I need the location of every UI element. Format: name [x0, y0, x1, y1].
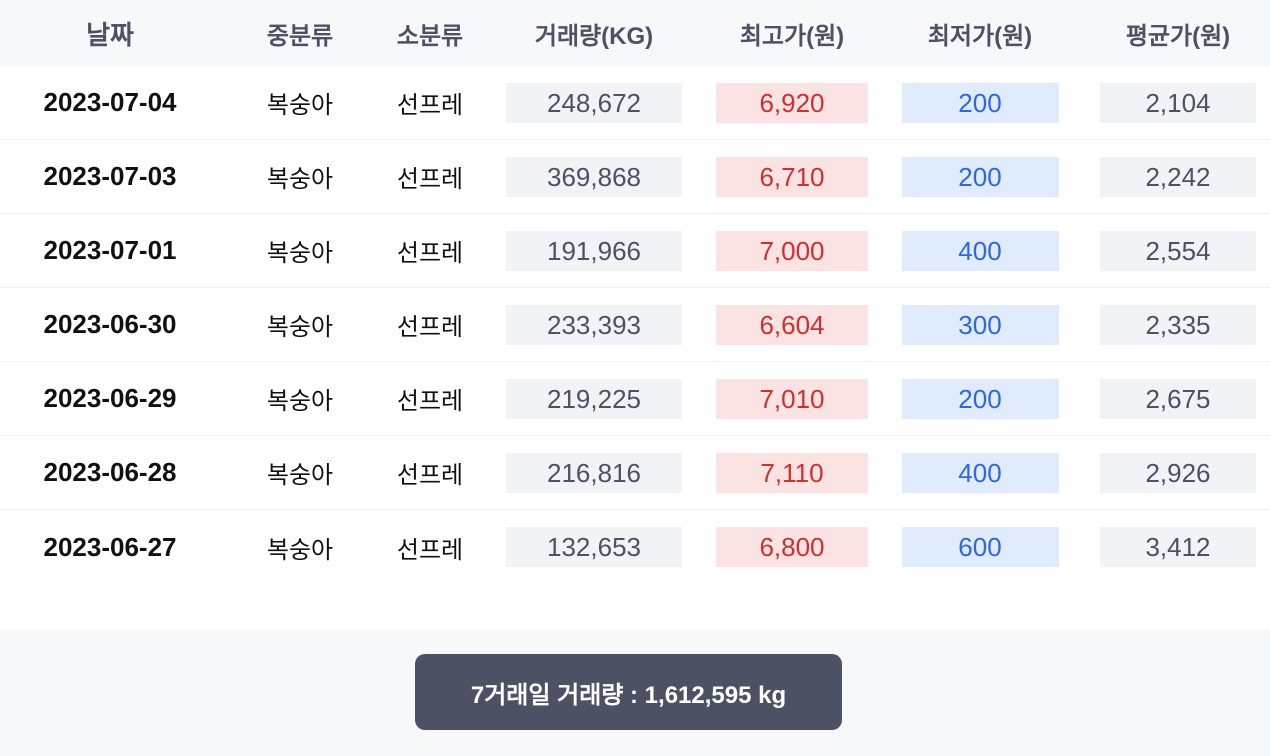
row-mid-category: 복숭아 — [266, 536, 334, 564]
row-min-price: 400 — [901, 230, 1059, 271]
price-table: 날짜 중분류 소분류 거래량(KG) 최고가(원) 최저가(원) 평균가(원) … — [0, 0, 1270, 584]
row-min-price: 200 — [901, 156, 1059, 197]
row-sub-category: 선프레 — [396, 92, 464, 119]
row-volume: 132,653 — [506, 527, 682, 567]
table-row: 2023-06-30 복숭아 선프레 233,393 6,604 300 2,3… — [0, 288, 1270, 362]
row-max-price: 6,710 — [716, 156, 868, 197]
row-date: 2023-06-30 — [43, 309, 177, 339]
row-min-price: 300 — [901, 304, 1059, 345]
row-avg-price: 2,104 — [1100, 82, 1256, 123]
row-sub-category: 선프레 — [396, 166, 464, 193]
row-sub-category: 선프레 — [396, 388, 464, 415]
table-row: 2023-07-01 복숭아 선프레 191,966 7,000 400 2,5… — [0, 214, 1270, 288]
row-avg-price: 2,554 — [1100, 230, 1256, 271]
row-min-price: 600 — [901, 527, 1059, 567]
row-date: 2023-06-27 — [43, 531, 177, 562]
row-sub-category: 선프레 — [396, 240, 464, 267]
row-max-price: 7,110 — [716, 452, 868, 493]
row-sub-category: 선프레 — [396, 462, 464, 489]
row-mid-category: 복숭아 — [266, 462, 334, 489]
row-avg-price: 2,926 — [1100, 452, 1256, 493]
row-date: 2023-06-28 — [43, 457, 177, 487]
row-mid-category: 복숭아 — [266, 240, 334, 267]
table-row: 2023-07-03 복숭아 선프레 369,868 6,710 200 2,2… — [0, 140, 1270, 214]
row-min-price: 400 — [901, 452, 1059, 493]
row-min-price: 200 — [901, 378, 1059, 419]
row-avg-price: 2,335 — [1100, 304, 1256, 345]
row-max-price: 6,920 — [716, 82, 868, 123]
header-volume: 거래량(KG) — [534, 22, 654, 50]
row-max-price: 6,800 — [716, 527, 868, 567]
header-sub-category: 소분류 — [396, 22, 464, 50]
row-max-price: 6,604 — [716, 304, 868, 345]
row-mid-category: 복숭아 — [266, 92, 334, 119]
row-max-price: 7,010 — [716, 378, 868, 419]
header-date: 날짜 — [86, 19, 134, 50]
header-min-price: 최저가(원) — [927, 22, 1033, 50]
row-avg-price: 2,675 — [1100, 378, 1256, 419]
row-volume: 216,816 — [506, 452, 682, 493]
row-avg-price: 3,412 — [1100, 527, 1256, 567]
summary-badge: 7거래일 거래량 : 1,612,595 kg — [415, 654, 842, 730]
row-volume: 191,966 — [506, 230, 682, 271]
header-mid-category: 중분류 — [266, 22, 334, 50]
row-mid-category: 복숭아 — [266, 388, 334, 415]
row-volume: 369,868 — [506, 156, 682, 197]
header-max-price: 최고가(원) — [739, 22, 845, 50]
row-min-price: 200 — [901, 82, 1059, 123]
row-sub-category: 선프레 — [396, 536, 464, 564]
row-date: 2023-07-03 — [43, 161, 177, 191]
table-row: 2023-06-29 복숭아 선프레 219,225 7,010 200 2,6… — [0, 362, 1270, 436]
table-row: 2023-06-28 복숭아 선프레 216,816 7,110 400 2,9… — [0, 436, 1270, 510]
row-mid-category: 복숭아 — [266, 314, 334, 341]
table-body: 2023-07-04 복숭아 선프레 248,672 6,920 200 2,1… — [0, 66, 1270, 584]
row-volume: 219,225 — [506, 378, 682, 419]
row-date: 2023-07-01 — [43, 235, 177, 265]
header-avg-price: 평균가(원) — [1125, 22, 1231, 50]
table-row: 2023-06-27 복숭아 선프레 132,653 6,800 600 3,4… — [0, 510, 1270, 584]
row-volume: 248,672 — [506, 82, 682, 123]
row-date: 2023-06-29 — [43, 383, 177, 413]
table-row: 2023-07-04 복숭아 선프레 248,672 6,920 200 2,1… — [0, 66, 1270, 140]
row-date: 2023-07-04 — [43, 87, 177, 117]
summary-footer: 7거래일 거래량 : 1,612,595 kg — [0, 630, 1270, 756]
row-avg-price: 2,242 — [1100, 156, 1256, 197]
row-max-price: 7,000 — [716, 230, 868, 271]
row-mid-category: 복숭아 — [266, 166, 334, 193]
table-header: 날짜 중분류 소분류 거래량(KG) 최고가(원) 최저가(원) 평균가(원) — [0, 0, 1270, 66]
row-volume: 233,393 — [506, 304, 682, 345]
row-sub-category: 선프레 — [396, 314, 464, 341]
